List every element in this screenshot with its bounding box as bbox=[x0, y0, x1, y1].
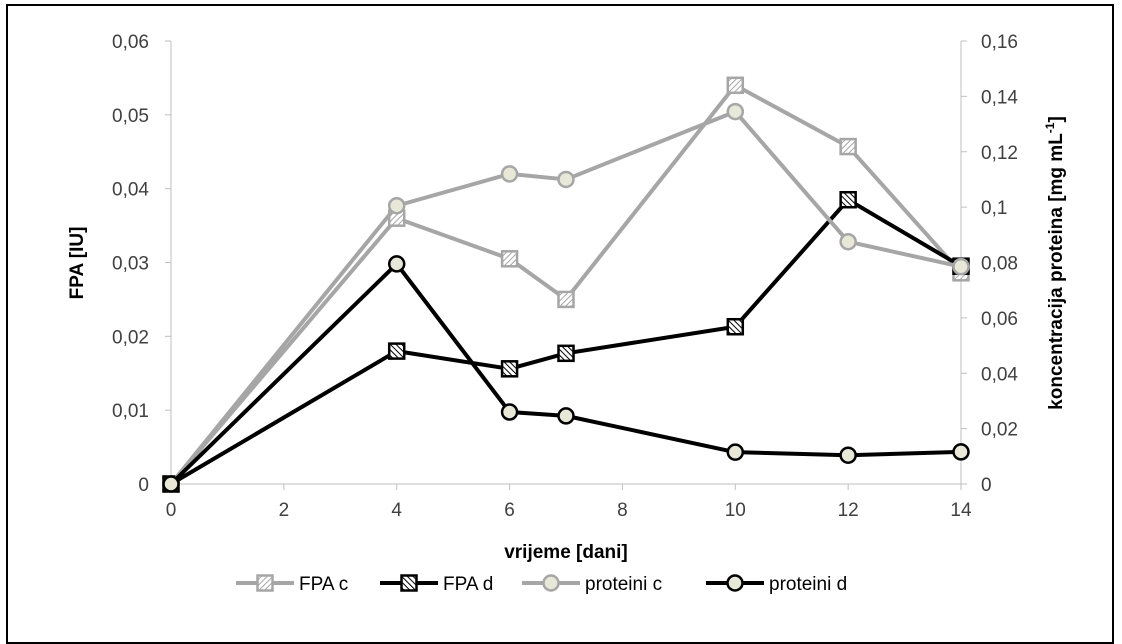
data-point bbox=[557, 344, 575, 363]
x-axis-label: vrijeme [dani] bbox=[504, 542, 628, 563]
y2-tick-label: 0 bbox=[981, 475, 992, 496]
y2-tick-label: 0,02 bbox=[981, 420, 1018, 441]
y-tick-label: 0,01 bbox=[112, 401, 149, 422]
legend-item: proteini d bbox=[706, 574, 847, 595]
y2-tick-label: 0,12 bbox=[981, 143, 1018, 164]
data-point bbox=[839, 446, 857, 464]
y-tick-label: 0,03 bbox=[112, 254, 149, 275]
data-point bbox=[500, 250, 519, 268]
data-point bbox=[839, 190, 857, 209]
legend-label: FPA d bbox=[443, 574, 493, 595]
y2-axis-label-end: ] bbox=[1046, 116, 1067, 122]
y2-tick-label: 0,16 bbox=[981, 32, 1018, 53]
x-tick-label: 8 bbox=[617, 500, 628, 521]
data-point bbox=[387, 255, 406, 273]
legend-marker bbox=[542, 574, 560, 592]
data-point bbox=[726, 443, 745, 461]
x-tick-label: 10 bbox=[725, 500, 746, 521]
data-point bbox=[500, 360, 519, 378]
legend-item: FPA d bbox=[380, 574, 493, 595]
legend: FPA c FPA d proteini c proteini d bbox=[236, 574, 847, 595]
y-tick-label: 0,04 bbox=[112, 180, 149, 201]
legend-item: proteini c bbox=[522, 574, 662, 595]
x-tick-label: 4 bbox=[391, 500, 402, 521]
y-tick-label: 0,06 bbox=[112, 32, 149, 53]
x-tick-label: 2 bbox=[279, 500, 290, 521]
y2-tick-label: 0,04 bbox=[981, 364, 1018, 385]
data-point bbox=[726, 317, 745, 336]
x-tick-label: 0 bbox=[166, 500, 177, 521]
x-tick-label: 6 bbox=[504, 500, 515, 521]
series-fpa-c bbox=[162, 76, 970, 493]
y2-tick-label: 0,1 bbox=[981, 198, 1007, 219]
data-point bbox=[557, 170, 575, 189]
data-point bbox=[726, 102, 745, 121]
data-point bbox=[162, 475, 180, 493]
y2-tick-label: 0,06 bbox=[981, 309, 1018, 330]
data-point bbox=[839, 232, 857, 251]
data-point bbox=[839, 137, 857, 156]
legend-marker bbox=[400, 574, 418, 592]
legend-label: proteini c bbox=[585, 574, 662, 595]
legend-label: FPA c bbox=[299, 574, 348, 595]
x-tick-label: 14 bbox=[950, 500, 972, 521]
legend-label: proteini d bbox=[769, 574, 847, 595]
legend-item: FPA c bbox=[236, 574, 348, 595]
y-tick-label: 0,05 bbox=[112, 106, 149, 127]
legend-marker bbox=[726, 574, 744, 592]
data-point bbox=[500, 165, 519, 183]
legend-marker bbox=[256, 574, 274, 592]
y2-axis-label: koncentracija proteina [mg mL-1] bbox=[1043, 116, 1067, 410]
data-point bbox=[726, 76, 745, 95]
data-point bbox=[952, 257, 970, 276]
y-tick-label: 0 bbox=[138, 475, 149, 496]
axes-layer: 0 2 4 6 8 10 12 14 0 0,01 0,02 0,03 0,04 0,05 0,06 0 0,0… bbox=[112, 32, 1018, 521]
y2-tick-label: 0,14 bbox=[981, 87, 1018, 108]
series-layer bbox=[162, 76, 970, 493]
series-proteini-c bbox=[162, 102, 970, 493]
y2-axis-label-superscript: -1 bbox=[1043, 122, 1057, 133]
y2-tick-label: 0,08 bbox=[981, 254, 1018, 275]
series-proteini-d bbox=[162, 255, 970, 493]
x-tick-label: 12 bbox=[838, 500, 859, 521]
data-point bbox=[387, 196, 406, 215]
data-point bbox=[557, 290, 575, 309]
data-point bbox=[557, 407, 575, 425]
data-point bbox=[387, 342, 406, 360]
data-point bbox=[500, 403, 519, 421]
y2-axis-label-main: koncentracija proteina [mg mL bbox=[1046, 133, 1067, 410]
y-tick-label: 0,02 bbox=[112, 327, 149, 348]
chart-canvas: 0 2 4 6 8 10 12 14 0 0,01 0,02 0,03 0,04 0,05 0,06 0 0,0… bbox=[67, 32, 1067, 595]
y-axis-label: FPA [IU] bbox=[67, 227, 88, 300]
data-point bbox=[952, 443, 970, 461]
